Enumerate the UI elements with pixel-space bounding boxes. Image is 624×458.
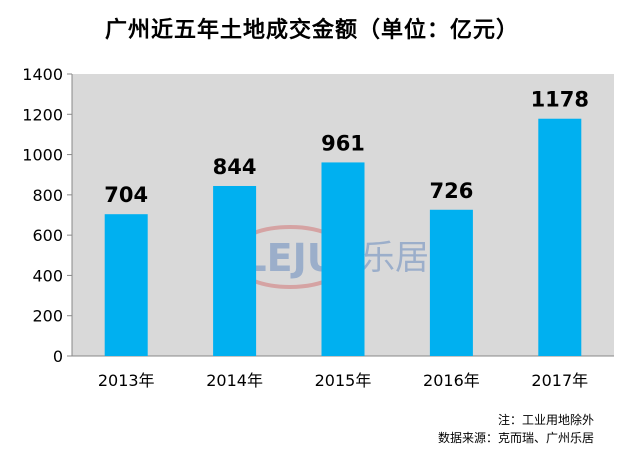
y-tick-label: 1200 [22,105,63,124]
bar-data-label: 844 [213,155,257,179]
bar-series: 704 844 961 726 1178 [104,88,589,357]
y-tick-label: 400 [32,266,63,285]
footnote-source: 数据来源：克而瑞、广州乐居 [437,431,594,445]
bar-data-label: 961 [321,131,365,155]
leju-brand-text: 乐居 [361,238,429,278]
footnote-note: 注：工业用地除外 [497,413,594,427]
bar [321,162,365,356]
x-tick-label: 2015年 [315,371,372,390]
x-axis: 2013年 2014年 2015年 2016年 2017年 [98,371,588,390]
bar-data-label: 726 [429,179,473,203]
x-tick-label: 2013年 [98,371,155,390]
bar [538,118,582,357]
x-tick-label: 2014年 [206,371,263,390]
x-tick-label: 2016年 [423,371,480,390]
y-tick-label: 800 [32,186,63,205]
bar [429,209,473,356]
y-axis: 0 200 400 600 800 1000 1200 1400 [22,65,72,366]
bar-data-label: 704 [104,183,148,207]
bar [104,214,148,356]
y-tick-label: 1400 [22,65,63,84]
x-tick-label: 2017年 [531,371,588,390]
bar-data-label: 1178 [531,88,589,112]
y-tick-label: 600 [32,226,63,245]
y-tick-label: 200 [32,307,63,326]
y-tick-label: 0 [53,347,63,366]
bar [213,185,257,356]
chart-title: 广州近五年土地成交金额（单位：亿元） [104,18,519,43]
y-tick-label: 1000 [22,146,63,165]
